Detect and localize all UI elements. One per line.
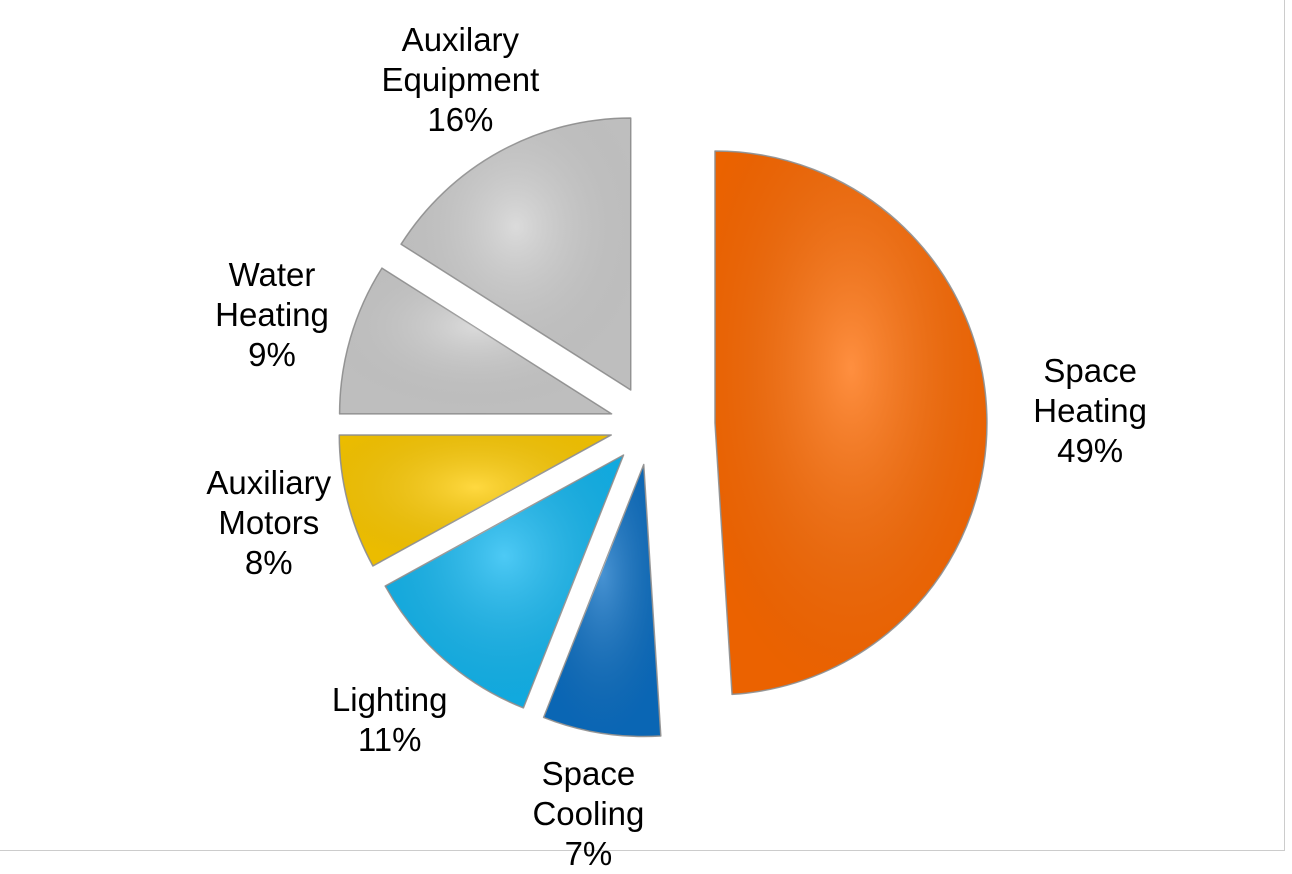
value-label: 11%	[357, 721, 422, 759]
slice-label: Space Cooling 7%	[532, 754, 644, 874]
value-label: 9%	[248, 336, 296, 374]
value-label: 7%	[564, 834, 613, 872]
value-label: 16%	[427, 101, 494, 139]
slice-label: Lighting 11%	[332, 680, 448, 760]
pie-slice	[714, 150, 988, 696]
slice-label: Auxiliary Motors 8%	[206, 463, 331, 583]
value-label: 49%	[1057, 432, 1124, 470]
category-label: Auxilary Equipment	[381, 21, 540, 99]
category-label: Auxiliary Motors	[206, 463, 332, 541]
category-label: Space Cooling	[532, 754, 645, 832]
frame	[0, 0, 1285, 851]
value-label: 8%	[244, 543, 293, 581]
slice-label: Space Heating 49%	[1033, 351, 1147, 471]
category-label: Space Heating	[1033, 352, 1148, 430]
category-label: Lighting	[331, 681, 448, 719]
category-label: Water Heating	[215, 256, 329, 334]
slice-label: Water Heating 9%	[215, 255, 329, 375]
slice-label: Auxilary Equipment 16%	[381, 20, 539, 140]
